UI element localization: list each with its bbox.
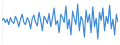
plot xyxy=(2,3,118,44)
axis-domain xyxy=(2,3,3,44)
chart xyxy=(0,0,120,45)
series-group xyxy=(2,4,118,39)
y-axis xyxy=(2,3,3,44)
line xyxy=(2,4,118,39)
